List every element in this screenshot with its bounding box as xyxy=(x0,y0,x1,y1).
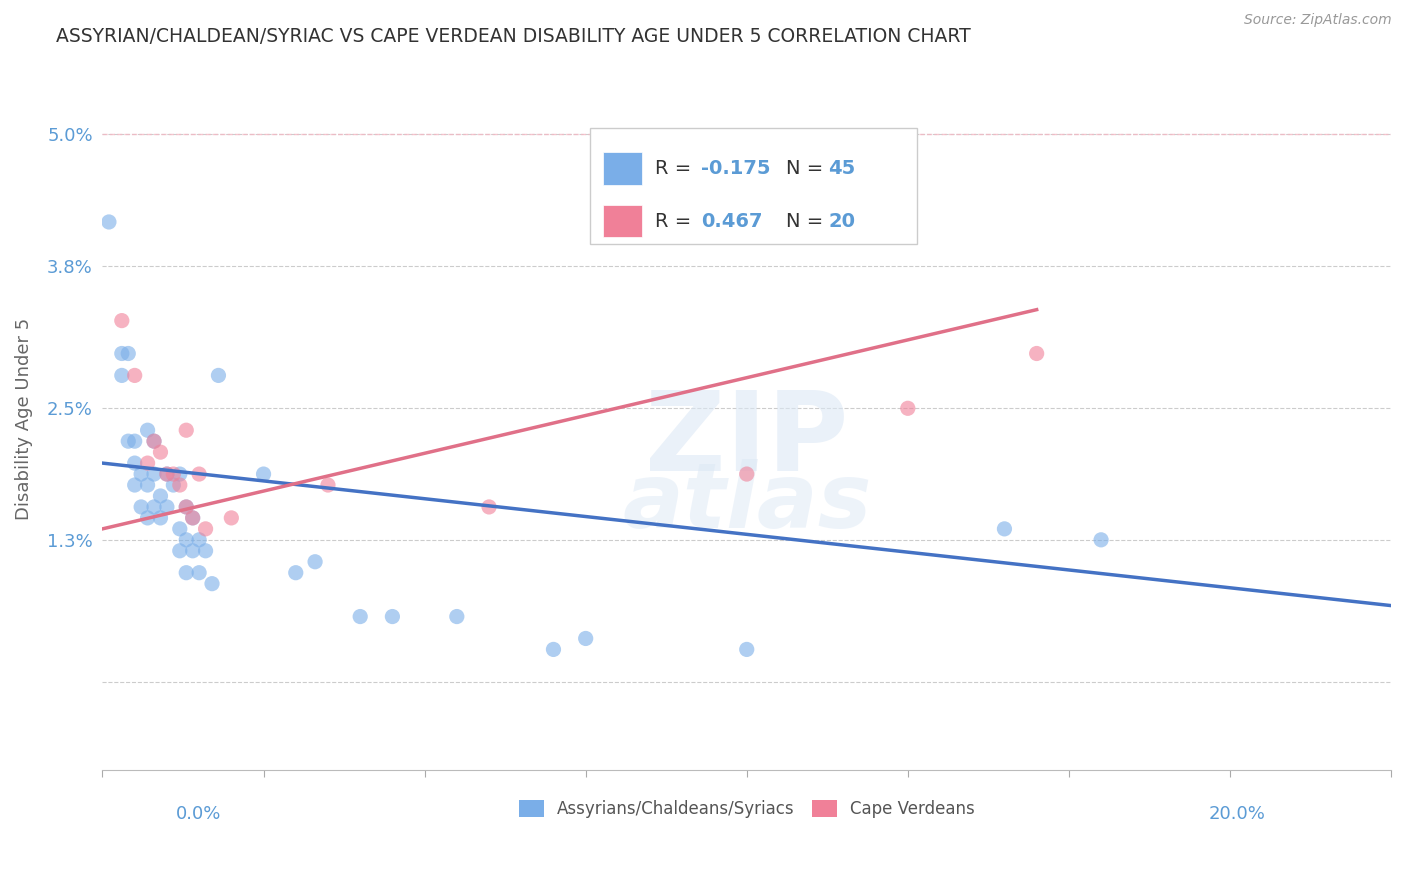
Point xyxy=(174,423,197,437)
Text: Source: ZipAtlas.com: Source: ZipAtlas.com xyxy=(1244,13,1392,28)
Point xyxy=(111,368,134,383)
Point xyxy=(136,511,159,525)
Text: ZIP: ZIP xyxy=(645,387,848,494)
Point xyxy=(124,368,146,383)
Point xyxy=(156,467,179,481)
Point xyxy=(221,511,243,525)
Text: 20.0%: 20.0% xyxy=(1209,805,1265,822)
Point xyxy=(304,555,326,569)
Text: R =: R = xyxy=(655,159,697,178)
Point xyxy=(149,511,172,525)
Text: 0.0%: 0.0% xyxy=(176,805,221,822)
Point xyxy=(162,478,184,492)
Point xyxy=(117,434,139,449)
Point xyxy=(207,368,229,383)
Point xyxy=(735,642,758,657)
Text: R =: R = xyxy=(655,211,697,230)
Text: ASSYRIAN/CHALDEAN/SYRIAC VS CAPE VERDEAN DISABILITY AGE UNDER 5 CORRELATION CHAR: ASSYRIAN/CHALDEAN/SYRIAC VS CAPE VERDEAN… xyxy=(56,27,972,45)
Point xyxy=(169,522,191,536)
Point xyxy=(993,522,1015,536)
Point xyxy=(446,609,468,624)
Point xyxy=(169,467,191,481)
Point xyxy=(543,642,565,657)
Point xyxy=(117,346,139,360)
Point xyxy=(162,467,184,481)
Point xyxy=(181,511,204,525)
Legend: Assyrians/Chaldeans/Syriacs, Cape Verdeans: Assyrians/Chaldeans/Syriacs, Cape Verdea… xyxy=(512,793,981,825)
Text: atlas: atlas xyxy=(621,459,872,548)
Point xyxy=(1090,533,1112,547)
Point xyxy=(174,500,197,514)
Text: 20: 20 xyxy=(828,211,855,230)
Point xyxy=(136,456,159,470)
Point xyxy=(181,511,204,525)
Point xyxy=(606,171,628,186)
Text: 45: 45 xyxy=(828,159,856,178)
Point xyxy=(143,434,166,449)
Point xyxy=(111,346,134,360)
Point xyxy=(143,467,166,481)
Text: 0.467: 0.467 xyxy=(702,211,762,230)
Point xyxy=(1025,346,1047,360)
Point xyxy=(169,478,191,492)
Text: N =: N = xyxy=(786,159,830,178)
Point xyxy=(735,467,758,481)
Point xyxy=(194,543,217,558)
Point xyxy=(349,609,371,624)
Point xyxy=(897,401,920,416)
Point xyxy=(129,467,152,481)
Point xyxy=(149,489,172,503)
Point xyxy=(136,478,159,492)
Point xyxy=(124,434,146,449)
Point xyxy=(124,478,146,492)
Point xyxy=(284,566,307,580)
Point xyxy=(181,543,204,558)
Point xyxy=(156,467,179,481)
Point xyxy=(201,576,224,591)
Point xyxy=(169,543,191,558)
Point xyxy=(156,500,179,514)
Text: -0.175: -0.175 xyxy=(702,159,770,178)
Point xyxy=(478,500,501,514)
Point xyxy=(252,467,274,481)
Point xyxy=(381,609,404,624)
Point xyxy=(174,500,197,514)
Point xyxy=(136,423,159,437)
Point xyxy=(124,456,146,470)
Point xyxy=(188,566,211,580)
Point xyxy=(111,313,134,327)
Point xyxy=(143,434,166,449)
Point xyxy=(129,500,152,514)
Point xyxy=(316,478,339,492)
Point xyxy=(194,522,217,536)
Y-axis label: Disability Age Under 5: Disability Age Under 5 xyxy=(15,318,32,520)
Point xyxy=(174,533,197,547)
Point xyxy=(188,533,211,547)
Text: N =: N = xyxy=(786,211,830,230)
Point xyxy=(188,467,211,481)
Point xyxy=(174,566,197,580)
Point xyxy=(97,215,120,229)
Point xyxy=(149,445,172,459)
Point xyxy=(575,632,598,646)
Point xyxy=(143,500,166,514)
